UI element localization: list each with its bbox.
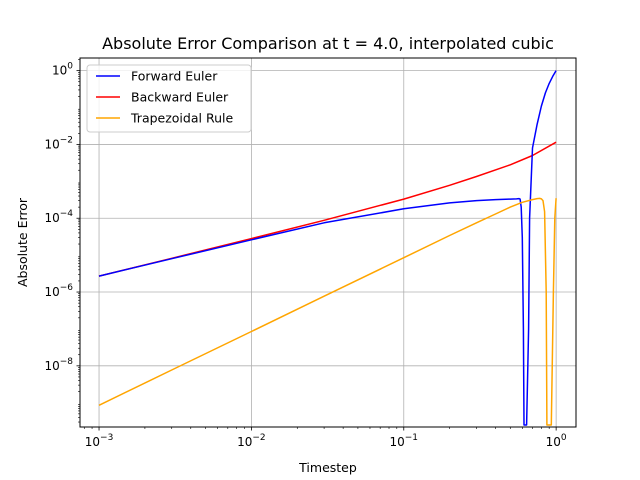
series-line-backward-euler [98, 141, 557, 277]
series-group [98, 70, 557, 426]
chart-title: Absolute Error Comparison at t = 4.0, in… [102, 34, 554, 53]
x-tick-label: 10−3 [85, 433, 114, 449]
grid [80, 58, 576, 427]
y-tick-label: 10−4 [44, 209, 73, 225]
y-tick-label: 10−6 [44, 283, 73, 299]
legend-box [86, 64, 252, 133]
legend-label: Backward Euler [131, 90, 229, 105]
x-axis-ticks: 10−3 10−2 10−1 100 [85, 427, 567, 449]
legend-label: Forward Euler [131, 69, 218, 84]
legend: Forward Euler Backward Euler Trapezoidal R… [86, 64, 252, 133]
y-tick-label: 10−2 [44, 135, 73, 151]
legend-label: Trapezoidal Rule [130, 111, 233, 126]
minor-ticks [78, 59, 550, 429]
y-axis-ticks: 10−8 10−6 10−4 10−2 100 [44, 62, 80, 373]
y-axis-label: Absolute Error [15, 197, 30, 287]
x-axis-label: Timestep [298, 460, 357, 475]
series-line-trapezoidal-rule [98, 197, 557, 426]
series-line-forward-euler [98, 70, 557, 426]
x-tick-label: 10−1 [389, 433, 418, 449]
y-tick-label: 10−8 [44, 357, 73, 373]
plot-frame [79, 57, 577, 428]
x-tick-label: 100 [546, 433, 567, 449]
x-tick-label: 10−2 [237, 433, 266, 449]
y-tick-label: 100 [52, 62, 73, 78]
